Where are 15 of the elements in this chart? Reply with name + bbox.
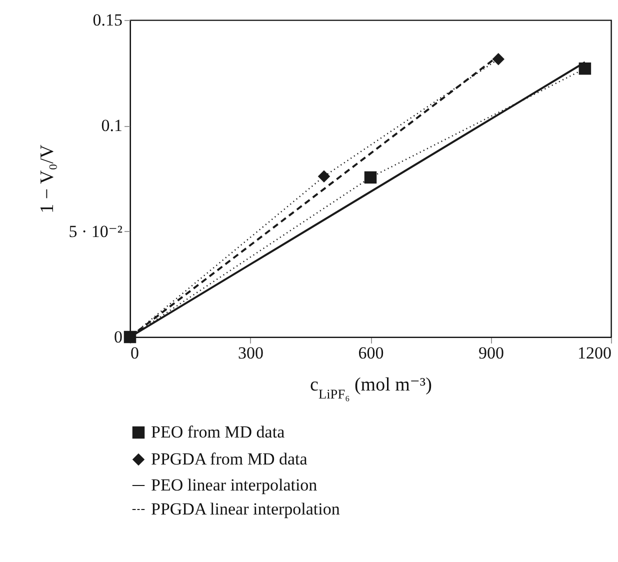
x-tick-label: 0 [130,344,139,362]
x-axis-title: c$_{LiPF₆}$ (mol m⁻³) [310,374,432,401]
y-axis-title: 1 − V₀/V [36,144,58,214]
x-tick-label: 900 [478,344,504,362]
x-tick-label: 1200 [578,344,612,362]
legend-label: PEO linear interpolation [151,476,318,494]
y-tick-label: 0.1 [101,116,122,136]
y-tick-label: 0.15 [92,10,122,30]
x-tick-label: 600 [358,344,384,362]
legend-label: PPGDA linear interpolation [151,500,340,518]
legend-label: PPGDA from MD data [151,450,308,468]
y-tick-label: 5 · 10⁻² [68,222,122,241]
y-tick-label: 0 [114,328,122,346]
legend-label: PEO from MD data [151,422,286,442]
x-tick-label: 300 [238,344,264,362]
